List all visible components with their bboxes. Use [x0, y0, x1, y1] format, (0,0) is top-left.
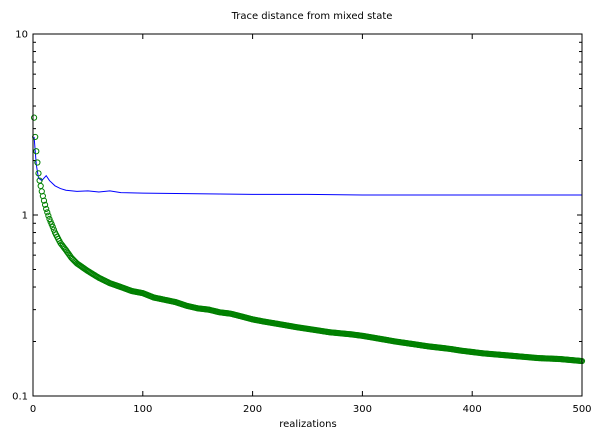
data-point [33, 148, 40, 155]
data-point [45, 212, 52, 219]
x-tick-label: 400 [463, 404, 482, 415]
data-point [41, 201, 49, 208]
series-line-1 [33, 136, 582, 196]
y-tick-label: 1 [22, 211, 28, 222]
x-tick-label: 500 [572, 404, 591, 415]
data-point [50, 226, 57, 233]
data-point [35, 170, 42, 177]
x-tick-label: 0 [30, 404, 36, 415]
x-tick-label: 200 [243, 404, 262, 415]
data-point [30, 114, 38, 121]
x-tick-label: 300 [353, 404, 372, 415]
data-point [49, 223, 56, 230]
x-tick-label: 100 [133, 404, 152, 415]
plot-frame [32, 33, 583, 397]
series-markers-2 [30, 114, 586, 365]
data-point [34, 159, 41, 166]
y-tick-label: 10 [15, 30, 28, 41]
data-point [43, 205, 50, 213]
x-axis-label: realizations [279, 419, 336, 430]
chart-title: Trace distance from mixed state [231, 11, 393, 22]
data-point [44, 209, 51, 216]
plot-series [30, 114, 586, 365]
y-tick-label: 0.1 [12, 392, 28, 403]
data-point [37, 182, 44, 190]
data-point [40, 197, 48, 204]
